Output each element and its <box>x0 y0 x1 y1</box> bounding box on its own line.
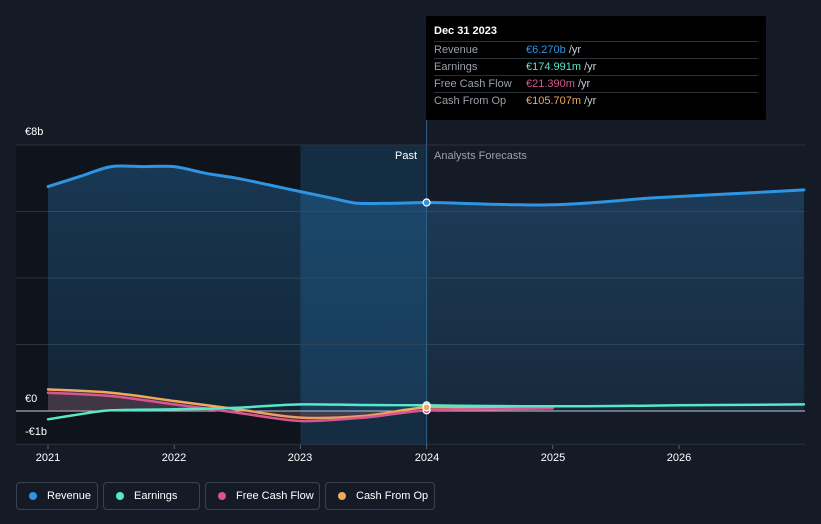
series-line-earnings <box>46 403 806 421</box>
legend-label: Earnings <box>134 490 178 502</box>
legend-item-revenue[interactable]: Revenue <box>16 482 98 510</box>
series-line-revenue <box>46 164 806 207</box>
tooltip-unit: /yr <box>574 78 591 90</box>
tooltip-label: Revenue <box>434 44 479 56</box>
tooltip-label: Earnings <box>434 61 478 73</box>
legend-dot-icon <box>116 492 124 500</box>
past-label: Past <box>395 150 418 162</box>
legend-label: Cash From Op <box>356 490 429 502</box>
marker-cash-from-op <box>422 403 431 412</box>
tooltip-row-free-cash-flow: Free Cash Flow €21.390m /yr <box>426 75 766 92</box>
y-tick-label-top: €8b <box>25 126 44 138</box>
tooltip-value: €105.707m <box>526 95 582 107</box>
x-tick-label: 2022 <box>161 452 187 464</box>
tooltip-label: Cash From Op <box>434 95 507 107</box>
data-tooltip: Dec 31 2023 Revenue €6.270b /yr Earnings… <box>426 16 766 120</box>
revenue-area <box>48 165 804 411</box>
forecast-label: Analysts Forecasts <box>434 150 527 162</box>
y-tick-label-bottom: -€1b <box>25 426 48 438</box>
x-tick-label: 2024 <box>414 452 440 464</box>
legend-dot-icon <box>218 492 226 500</box>
tooltip-unit: /yr <box>565 44 582 56</box>
markers <box>422 198 431 415</box>
x-tick-label: 2026 <box>666 452 692 464</box>
tooltip-value: €174.991m <box>526 61 582 73</box>
tooltip-row-cash-from-op: Cash From Op €105.707m /yr <box>426 92 766 109</box>
series-line-cash-from-op <box>46 388 555 420</box>
x-tick-label: 2023 <box>287 452 313 464</box>
tooltip-unit: /yr <box>581 95 597 107</box>
marker-revenue <box>422 198 431 207</box>
tooltip-row-earnings: Earnings €174.991m /yr <box>426 58 766 75</box>
legend-item-free-cash-flow[interactable]: Free Cash Flow <box>205 482 320 510</box>
legend-item-earnings[interactable]: Earnings <box>103 482 200 510</box>
x-tick-label: 2021 <box>35 452 61 464</box>
tooltip-value: €6.270b <box>526 44 566 56</box>
series-line-free-cash-flow <box>46 391 555 423</box>
legend-label: Revenue <box>47 490 92 502</box>
tooltip-unit: /yr <box>581 61 597 73</box>
tooltip-value: €21.390m <box>526 78 575 90</box>
tooltip-row-revenue: Revenue €6.270b /yr <box>426 41 766 58</box>
legend-label: Free Cash Flow <box>236 490 314 502</box>
tooltip-date: Dec 31 2023 <box>434 25 497 37</box>
legend-dot-icon <box>29 492 37 500</box>
tooltip-label: Free Cash Flow <box>434 78 512 90</box>
legend-item-cash-from-op[interactable]: Cash From Op <box>325 482 435 510</box>
x-tick-label: 2025 <box>540 452 566 464</box>
y-tick-label-zero: €0 <box>25 393 38 405</box>
legend-dot-icon <box>338 492 346 500</box>
